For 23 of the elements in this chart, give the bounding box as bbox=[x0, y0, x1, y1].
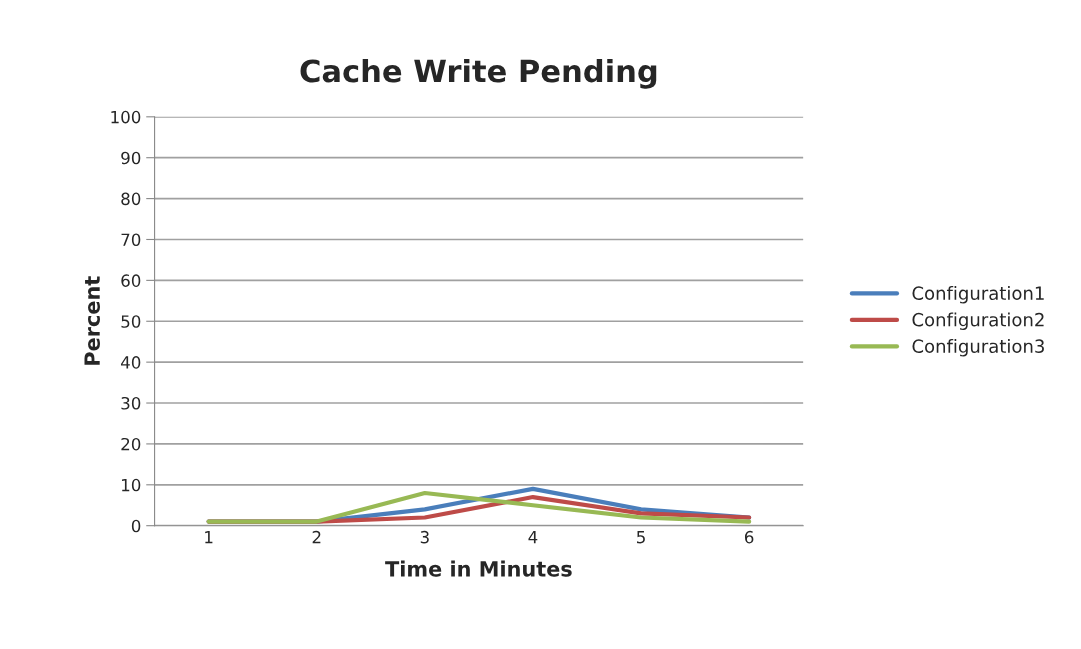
x-tick-label: 2 bbox=[312, 530, 321, 544]
chart-title: Cache Write Pending bbox=[300, 58, 657, 89]
y-tick-label: 80 bbox=[121, 192, 141, 206]
y-tick-label: 20 bbox=[121, 437, 141, 451]
y-tick-label: 0 bbox=[131, 519, 141, 533]
y-tick-label: 30 bbox=[121, 396, 141, 410]
legend-label: Configuration2 bbox=[912, 312, 1044, 330]
y-tick-label: 90 bbox=[121, 151, 141, 165]
legend-label: Configuration3 bbox=[912, 339, 1044, 357]
legend-label: Configuration1 bbox=[912, 286, 1044, 304]
x-tick-label: 4 bbox=[528, 531, 538, 544]
x-tick-label: 6 bbox=[744, 530, 754, 544]
y-tick-label: 40 bbox=[121, 356, 141, 369]
x-tick-label: 1 bbox=[205, 531, 213, 544]
y-tick-label: 50 bbox=[121, 315, 141, 328]
y-axis-title: Percent bbox=[84, 276, 100, 365]
y-tick-label: 100 bbox=[111, 110, 141, 124]
x-tick-label: 5 bbox=[637, 531, 645, 544]
y-tick-label: 10 bbox=[122, 478, 141, 492]
y-tick-label: 60 bbox=[121, 274, 141, 287]
y-tick-label: 70 bbox=[121, 233, 141, 247]
x-tick-label: 3 bbox=[420, 530, 429, 544]
x-axis-title: Time in Minutes bbox=[385, 560, 572, 577]
